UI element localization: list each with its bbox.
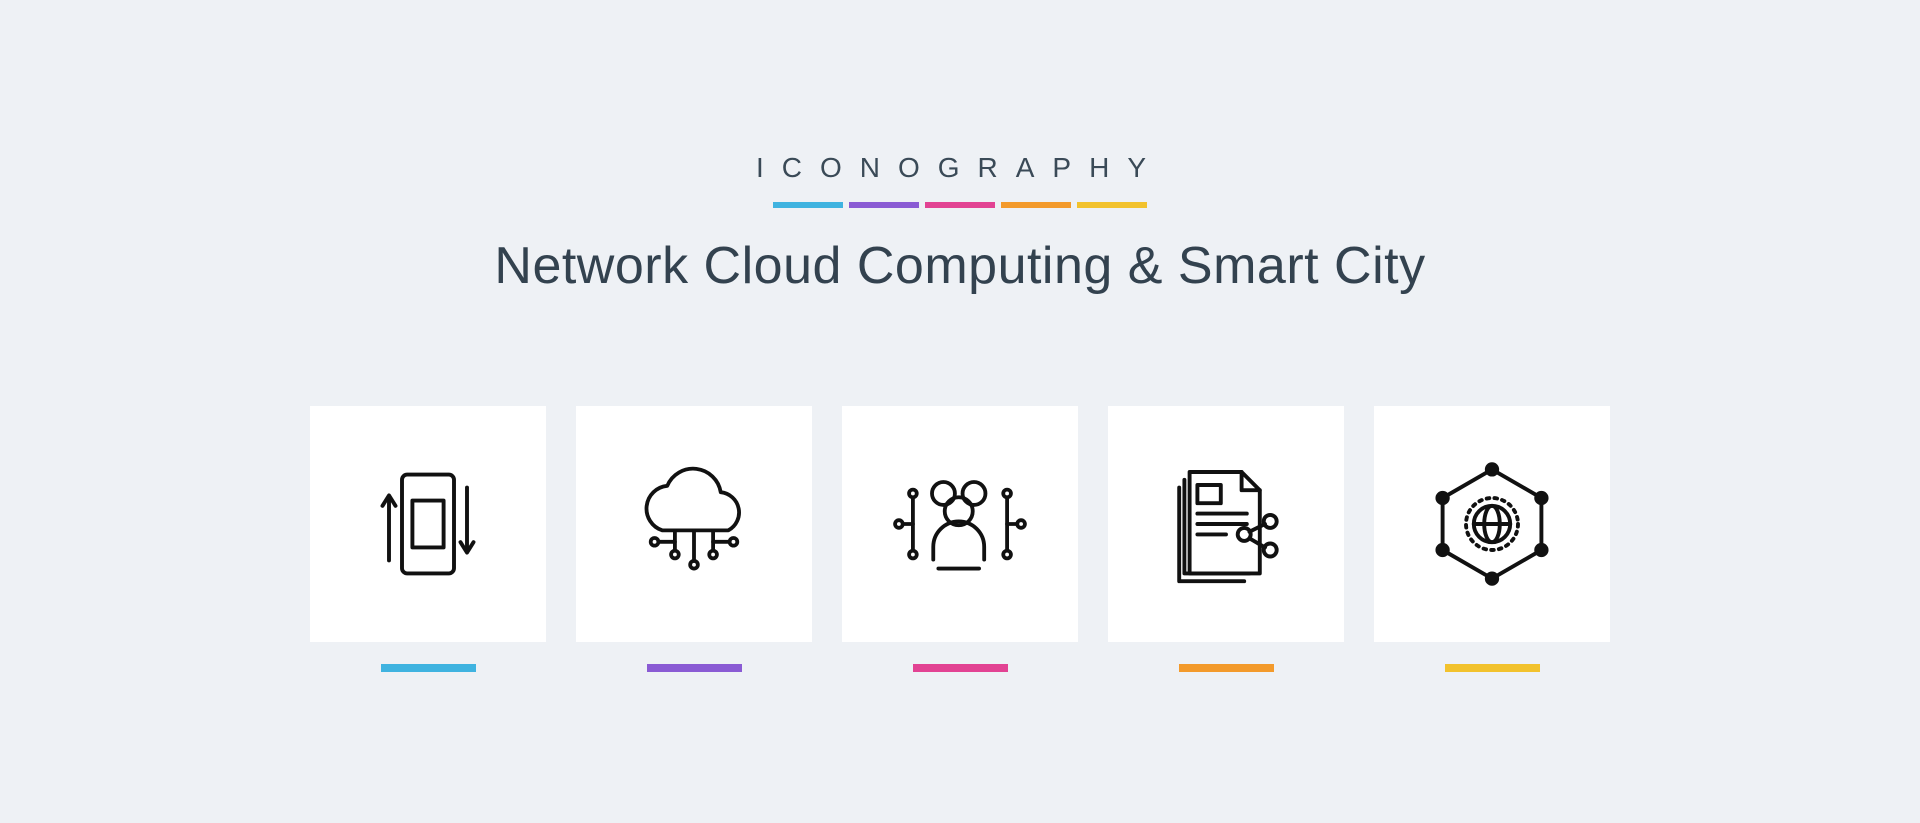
icon-card-3 <box>842 406 1078 672</box>
card-underline-1 <box>381 664 476 672</box>
infographic-frame: ICONOGRAPHY Network Cloud Computing & Sm… <box>240 152 1680 672</box>
icon-tile-1 <box>310 406 546 642</box>
cloud-compute-icon <box>624 459 764 589</box>
icon-card-2 <box>576 406 812 672</box>
icon-tile-3 <box>842 406 1078 642</box>
icon-card-5 <box>1374 406 1610 672</box>
card-underline-4 <box>1179 664 1274 672</box>
global-network-icon <box>1427 459 1557 589</box>
brand-stripes <box>494 202 1425 208</box>
card-underline-3 <box>913 664 1008 672</box>
team-network-icon <box>890 459 1030 589</box>
card-underline-5 <box>1445 664 1540 672</box>
phone-sync-icon <box>363 459 493 589</box>
icon-tile-4 <box>1108 406 1344 642</box>
stripe-2 <box>849 202 919 208</box>
icon-row <box>310 406 1610 672</box>
brand-wordmark: ICONOGRAPHY <box>494 152 1425 184</box>
icon-tile-5 <box>1374 406 1610 642</box>
pack-title: Network Cloud Computing & Smart City <box>494 236 1425 296</box>
header: ICONOGRAPHY Network Cloud Computing & Sm… <box>494 152 1425 296</box>
icon-card-1 <box>310 406 546 672</box>
icon-tile-2 <box>576 406 812 642</box>
stripe-5 <box>1077 202 1147 208</box>
stripe-1 <box>773 202 843 208</box>
file-share-icon <box>1161 459 1291 589</box>
stripe-4 <box>1001 202 1071 208</box>
card-underline-2 <box>647 664 742 672</box>
icon-card-4 <box>1108 406 1344 672</box>
stripe-3 <box>925 202 995 208</box>
